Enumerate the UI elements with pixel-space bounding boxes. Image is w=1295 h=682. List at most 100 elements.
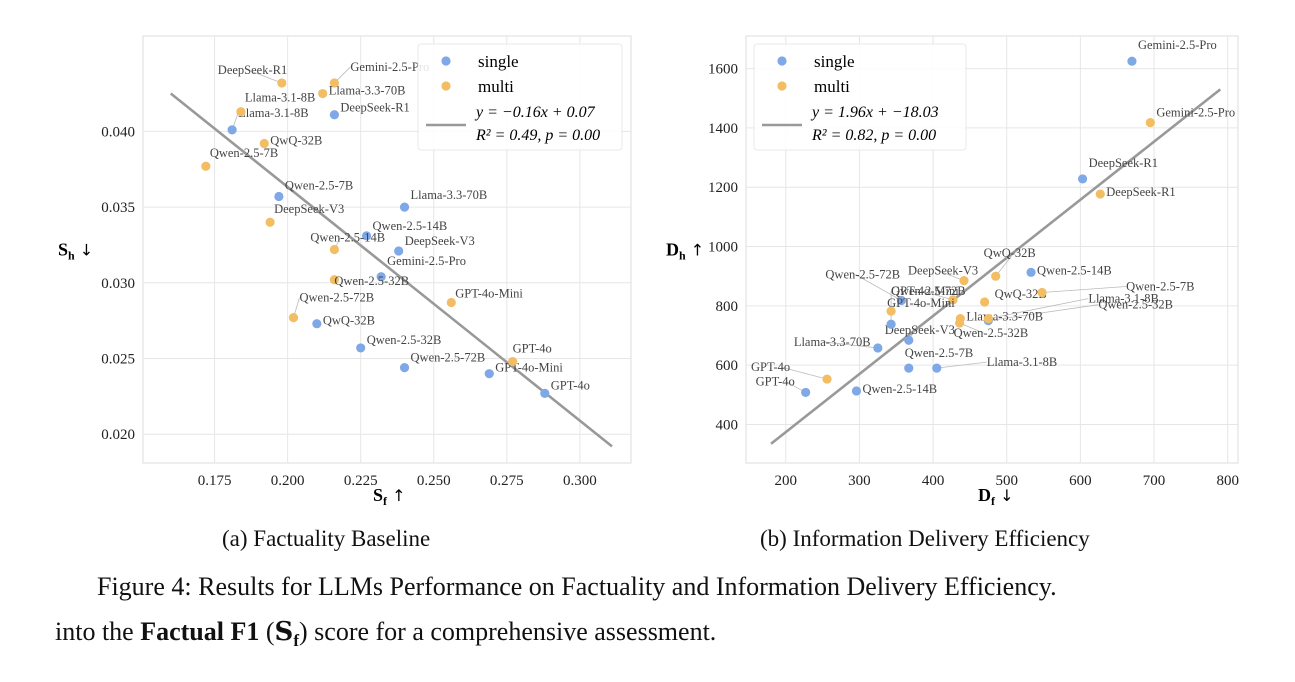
point-single bbox=[484, 369, 494, 379]
point-label: DeepSeek-V3 bbox=[908, 264, 978, 278]
point-multi bbox=[329, 244, 340, 255]
point-label: Qwen-2.5-14B bbox=[1037, 263, 1112, 277]
y-axis-label-arrow: ↓ bbox=[75, 241, 94, 260]
x-axis-label-arrow: ↓ bbox=[995, 486, 1014, 505]
label-leader bbox=[988, 298, 1089, 319]
legend-single-marker bbox=[441, 56, 451, 66]
point-single bbox=[801, 387, 811, 398]
y-axis-label: Sh ↓ bbox=[58, 240, 93, 263]
point-multi bbox=[288, 313, 299, 323]
label-leader bbox=[988, 304, 1099, 322]
legend-fit-r2: R² = 0.82, p = 0.00 bbox=[811, 127, 936, 144]
point-single bbox=[227, 125, 237, 135]
point-label: DeepSeek-V3 bbox=[274, 202, 344, 216]
point-label: Llama-3.3-70B bbox=[329, 84, 406, 98]
y-tick-label: 0.020 bbox=[101, 427, 135, 443]
body-paren-open: ( bbox=[259, 617, 275, 646]
legend: single multi y = 1.96x + −18.03 R² = 0.82, … bbox=[753, 43, 967, 151]
point-label: DeepSeek-V3 bbox=[405, 234, 475, 248]
y-tick-label: 400 bbox=[716, 417, 739, 433]
point-label: Qwen-2.5-7B bbox=[905, 346, 973, 360]
point-label: Gemini-2.5-Pro bbox=[1156, 106, 1235, 120]
point-label: GPT-4o-Mini bbox=[887, 296, 955, 310]
point-label: Llama-3.1-8B bbox=[238, 106, 308, 120]
point-label: Qwen-2.5-14B bbox=[373, 219, 448, 233]
legend-single-marker bbox=[777, 56, 787, 66]
point-single bbox=[904, 363, 914, 373]
y-axis-label-sub: h bbox=[68, 249, 75, 263]
point-single bbox=[851, 386, 862, 396]
point-single bbox=[399, 202, 410, 212]
point-label: QwQ-32B bbox=[984, 246, 1036, 260]
label-leader bbox=[780, 366, 828, 380]
point-label: DeepSeek-V3 bbox=[885, 323, 955, 337]
label-leader bbox=[1042, 286, 1127, 293]
point-label: Qwen-2.5-7B bbox=[1126, 279, 1194, 293]
x-axis-label-sub: f bbox=[991, 494, 996, 508]
x-tick-label: 600 bbox=[1069, 473, 1092, 489]
legend-multi-marker bbox=[777, 81, 787, 91]
point-label: QwQ-32B bbox=[995, 287, 1047, 301]
point-label: GPT-4o bbox=[513, 342, 552, 356]
point-multi bbox=[1095, 189, 1105, 199]
point-label: Llama-3.1-8B bbox=[987, 355, 1057, 369]
legend-fit-equation: y = −0.16x + 0.07 bbox=[474, 104, 596, 121]
point-label: Gemini-2.5-Pro bbox=[350, 60, 429, 74]
point-label: GPT-4o bbox=[551, 378, 590, 392]
point-label: Qwen-2.5-32B bbox=[954, 326, 1029, 340]
x-axis-label: Df ↓ bbox=[978, 485, 1014, 508]
figure-caption: Figure 4: Results for LLMs Performance o… bbox=[97, 572, 1057, 601]
x-tick-label: 0.300 bbox=[563, 473, 597, 489]
point-single bbox=[873, 343, 883, 353]
legend: single multi y = −0.16x + 0.07 R² = 0.49, p… bbox=[417, 43, 623, 151]
point-multi bbox=[983, 313, 993, 324]
x-tick-label: 0.175 bbox=[198, 473, 232, 489]
x-tick-label: 700 bbox=[1143, 473, 1166, 489]
x-tick-label: 0.200 bbox=[271, 473, 305, 489]
point-single bbox=[904, 335, 914, 345]
point-multi bbox=[201, 161, 211, 171]
y-tick-label: 1000 bbox=[708, 240, 738, 256]
point-multi bbox=[318, 88, 328, 99]
point-label: DeepSeek-R1 bbox=[340, 101, 409, 115]
point-label: Qwen-2.5-32B bbox=[367, 333, 442, 347]
y-tick-label: 0.030 bbox=[101, 276, 135, 292]
y-tick-label: 0.040 bbox=[101, 124, 135, 140]
panel-a-caption: (a) Factuality Baseline bbox=[222, 526, 431, 551]
regression-line bbox=[169, 92, 613, 448]
point-multi bbox=[329, 78, 340, 88]
body-symbol-sub: f bbox=[293, 631, 299, 651]
point-multi bbox=[954, 318, 965, 328]
body-bold-term: Factual F1 bbox=[140, 617, 260, 646]
point-multi bbox=[959, 276, 969, 286]
point-single bbox=[399, 363, 410, 373]
point-label: Qwen-2.5-7B bbox=[285, 179, 353, 193]
y-tick-label: 0.025 bbox=[101, 352, 135, 368]
legend-box bbox=[417, 43, 623, 151]
point-single bbox=[1077, 174, 1088, 184]
x-tick-label: 0.250 bbox=[417, 473, 451, 489]
point-single bbox=[274, 191, 284, 202]
x-axis-label-sub: f bbox=[383, 494, 388, 508]
point-label: Qwen-2.5-14B bbox=[310, 231, 385, 245]
legend-multi-label: multi bbox=[814, 77, 850, 96]
point-label: GPT-4o-Mini bbox=[495, 361, 563, 375]
regression-line bbox=[770, 88, 1222, 445]
y-tick-label: 1200 bbox=[708, 180, 738, 196]
point-label: Qwen-2.5-72B bbox=[411, 351, 486, 365]
point-label: GPT-4o-Mini bbox=[455, 286, 523, 300]
label-leader bbox=[823, 341, 878, 349]
point-multi bbox=[948, 295, 958, 305]
point-label: GPT-4o bbox=[751, 360, 790, 374]
point-label: Qwen-2.5-72B bbox=[825, 268, 900, 282]
point-multi bbox=[329, 275, 340, 285]
point-multi bbox=[1145, 117, 1155, 128]
label-leader bbox=[855, 274, 902, 301]
figure-charts: 0.175 0.200 0.225 0.250 0.275 0.300 0.020 0.025… bbox=[58, 35, 1239, 508]
point-multi bbox=[508, 356, 518, 367]
label-leader bbox=[247, 69, 282, 84]
body-symbol: S bbox=[274, 617, 294, 647]
body-text-line: into the Factual F1 (Sf) score for a com… bbox=[55, 617, 716, 651]
x-axis-label-arrow: ↑ bbox=[387, 486, 406, 505]
point-single bbox=[356, 343, 366, 353]
